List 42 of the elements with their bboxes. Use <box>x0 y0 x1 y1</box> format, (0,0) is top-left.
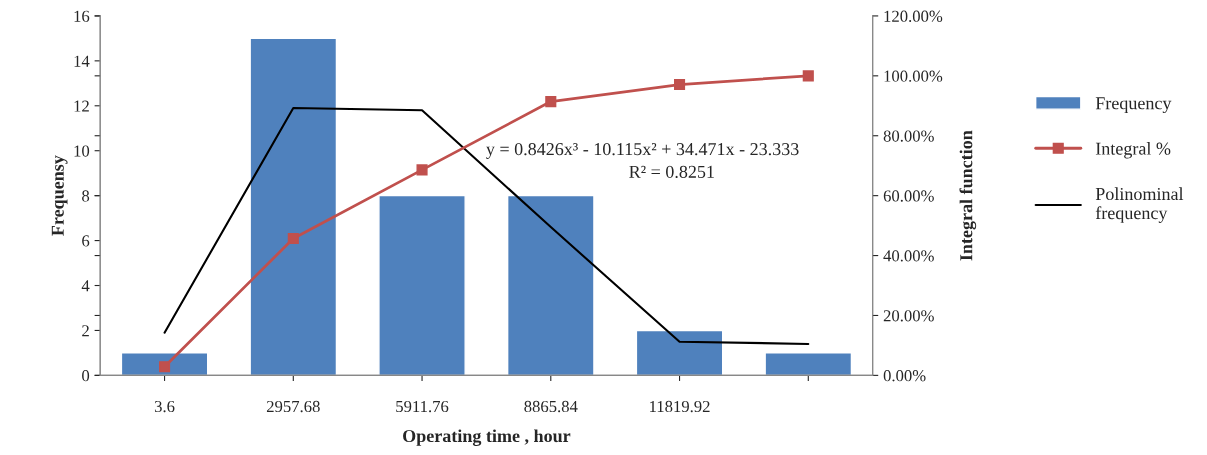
y2-axis-title: Integral function <box>959 130 977 261</box>
x-tick-label: 3.6 <box>154 400 175 413</box>
x-tick-label: 8865.84 <box>524 400 578 413</box>
bar <box>249 37 338 376</box>
bar <box>120 352 209 376</box>
y2-tick-label: 20.00% <box>883 310 934 322</box>
x-tick-label: 5911.76 <box>396 400 449 413</box>
point <box>802 70 814 82</box>
y-tick-label: 8 <box>82 190 90 202</box>
y-tick-label: 12 <box>74 100 89 112</box>
y2-tick-label: 60.00% <box>883 190 934 202</box>
annotation: y = 0.8426x³ - 10.115x² + 34.471x - 23.333 <box>486 143 799 159</box>
y-tick-label: 6 <box>82 235 90 247</box>
legend-label: Frequency <box>1095 97 1172 114</box>
y2-tick-label: 100.00% <box>884 70 943 82</box>
x-axis-title: Operating time , hour <box>403 429 571 446</box>
bar <box>506 194 595 376</box>
y-axis-title: Frequensy <box>51 155 68 236</box>
point <box>416 164 428 176</box>
y2-tick-label: 80.00% <box>883 130 934 142</box>
y-tick-label: 2 <box>82 325 89 337</box>
point <box>673 78 686 91</box>
y-tick-label: 10 <box>74 145 90 157</box>
point <box>545 96 557 108</box>
bar <box>635 329 724 376</box>
legend-label: Integral % <box>1095 142 1171 159</box>
point <box>287 232 299 245</box>
x-tick-label: 11819.92 <box>650 400 710 413</box>
y2-tick-label: 0.00% <box>883 370 926 382</box>
y2-tick-label: 40.00% <box>883 250 934 262</box>
x-tick-label: 2957.68 <box>266 400 320 413</box>
y-tick-label: 0 <box>82 370 90 382</box>
y-tick-label: 16 <box>74 10 90 22</box>
y-tick-label: 4 <box>81 280 90 292</box>
y2-tick-label: 120.00% <box>884 10 943 22</box>
bar <box>764 352 853 376</box>
legend-label: Polinominal frequency <box>1095 187 1184 223</box>
annotation: R² = 0.8251 <box>629 165 714 178</box>
point <box>158 361 171 373</box>
bar <box>378 194 466 376</box>
line-series <box>163 106 810 345</box>
y-tick-label: 14 <box>74 55 90 67</box>
